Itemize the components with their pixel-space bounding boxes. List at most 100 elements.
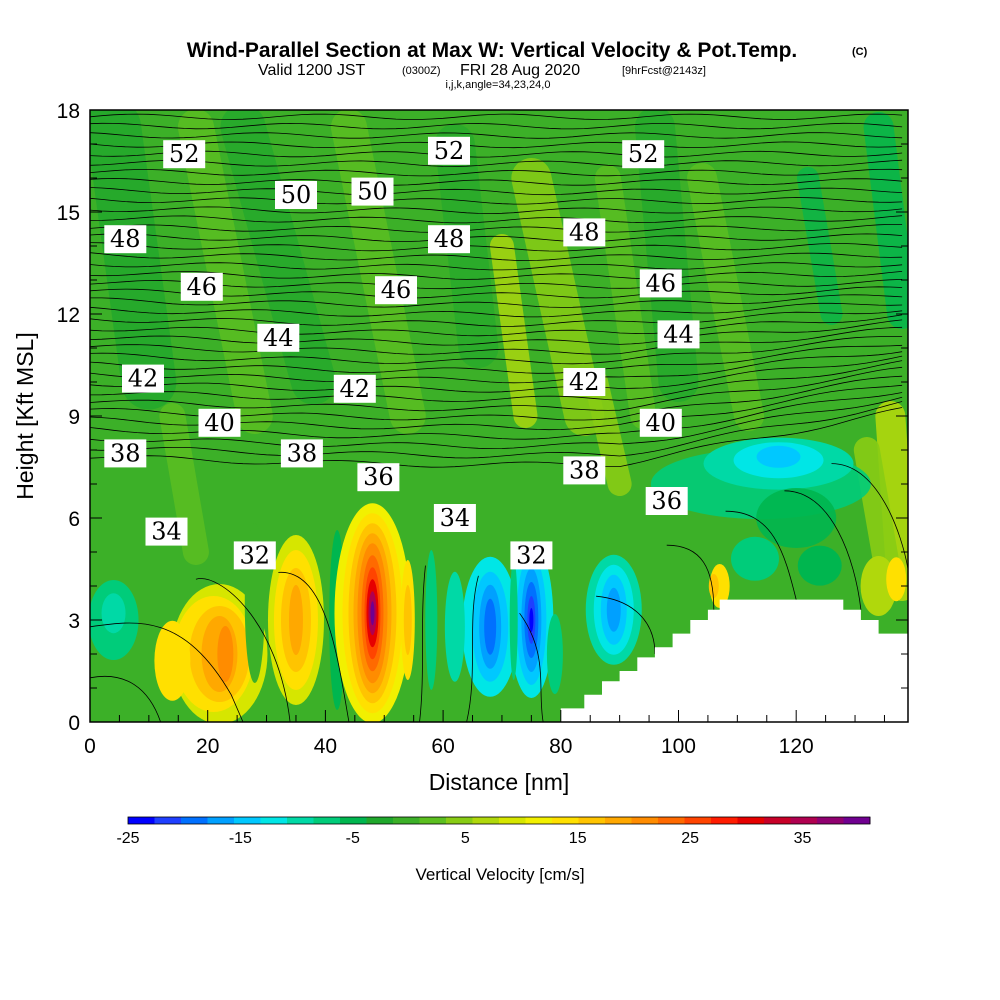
theta-contour-line — [90, 233, 903, 243]
velocity-streak — [875, 401, 908, 601]
contour-label-text: 48 — [110, 225, 141, 253]
contour-label-text: 36 — [651, 487, 682, 515]
contour-label: 42 — [333, 374, 376, 403]
contour-label-text: 50 — [281, 181, 312, 209]
contour-labels: 52 52 52 50 50 48 48 48 46 46 46 44 44 42 42 42 40 40 38 38… — [104, 136, 700, 570]
colorbar-tick-label: 25 — [681, 830, 699, 847]
contour-label-box — [257, 323, 300, 352]
x-tick-label: 120 — [779, 735, 814, 758]
contour-label-box — [433, 504, 476, 532]
contour-label-box — [357, 463, 400, 492]
colorbar-swatch — [790, 817, 818, 824]
contour-label: 52 — [163, 140, 206, 169]
x-tick-label: 0 — [84, 735, 96, 758]
colorbar-title: Vertical Velocity [cm/s] — [415, 865, 584, 884]
colorbar-tick-label: 35 — [794, 830, 812, 847]
theta-contour-line — [90, 132, 903, 139]
contour-label-text: 34 — [440, 504, 471, 532]
theta-contour-line — [90, 622, 244, 722]
theta-contour-line — [466, 575, 479, 722]
contour-label-box — [180, 272, 223, 301]
contour-label-text: 34 — [151, 518, 182, 546]
colorbar-swatch — [499, 817, 526, 824]
colorbar-swatch — [207, 817, 235, 824]
colorbar-swatch — [128, 817, 155, 824]
velocity-streak — [220, 110, 337, 405]
velocity-cell — [288, 585, 303, 655]
theta-contour-line — [90, 344, 903, 374]
y-axis-title: Height [Kft MSL] — [12, 332, 38, 499]
colorbar: -25 -15 -5 5 15 25 35 — [116, 816, 871, 847]
theta-contour-line — [90, 294, 903, 308]
velocity-streak — [489, 234, 538, 428]
colorbar-swatch — [234, 817, 261, 824]
contour-label-text: 46 — [187, 273, 218, 301]
theta-contour-line — [90, 122, 903, 130]
theta-contour-line — [90, 271, 903, 280]
colorbar-swatch — [684, 817, 712, 824]
contour-label-box — [104, 225, 147, 254]
contour-label-text: 46 — [381, 276, 412, 304]
velocity-cell — [730, 536, 779, 581]
colorbar-frame — [127, 816, 871, 825]
x-axis-title: Distance [nm] — [429, 769, 570, 795]
contour-label-box — [639, 269, 682, 298]
contour-label: 36 — [645, 487, 688, 515]
chart-header: Wind-Parallel Section at Max W: Vertical… — [187, 39, 868, 91]
theta-contour-line — [90, 310, 903, 327]
valid-time-utc: (0300Z) — [402, 65, 441, 77]
colorbar-tick-label: 5 — [461, 830, 470, 847]
contour-label-box — [622, 140, 665, 169]
y-tick-label: 6 — [68, 508, 80, 531]
contour-label-text: 52 — [169, 140, 200, 168]
contour-label-box — [145, 517, 188, 546]
velocity-streak — [90, 110, 177, 410]
theta-contour-line — [90, 159, 903, 167]
theta-contour-line — [90, 279, 903, 290]
colorbar-swatch — [446, 817, 473, 824]
velocity-cell — [708, 574, 719, 598]
contour-label-box — [563, 218, 606, 247]
colorbar-swatch — [764, 817, 791, 824]
velocity-cell — [756, 488, 837, 548]
velocity-cell — [403, 585, 412, 655]
theta-contour-line — [90, 326, 903, 355]
contour-label-text: 42 — [128, 365, 159, 393]
contour-label-text: 52 — [434, 137, 465, 165]
theta-contour-line — [90, 215, 903, 224]
velocity-streak — [863, 112, 908, 329]
x-tick-label: 100 — [661, 735, 696, 758]
contour-label: 46 — [375, 276, 417, 305]
theta-contour-line — [90, 302, 903, 318]
colorbar-tick-label: -5 — [346, 830, 360, 847]
contour-label: 48 — [104, 225, 147, 254]
theta-contour-line — [90, 262, 903, 271]
contour-label: 40 — [639, 408, 682, 437]
colorbar-swatch — [817, 817, 844, 824]
contour-label: 34 — [433, 504, 476, 532]
contour-label-text: 40 — [204, 409, 235, 437]
velocity-cell — [101, 593, 126, 634]
contour-label-box — [639, 408, 682, 437]
terrain-mask — [560, 599, 908, 722]
theta-contour-line — [90, 252, 903, 262]
contour-label-box — [233, 541, 276, 570]
theta-contour-line — [90, 286, 903, 299]
velocity-cell — [217, 626, 234, 682]
theta-contour-line — [278, 571, 350, 722]
theta-contour-line — [90, 319, 903, 346]
velocity-cell — [509, 560, 518, 680]
contour-label: 42 — [563, 368, 606, 396]
colorbar-tick-label: -15 — [229, 830, 252, 847]
colorbar-swatch — [393, 817, 420, 824]
colorbar-swatch — [260, 817, 288, 824]
theta-contour-line — [90, 206, 903, 215]
contour-label-text: 48 — [569, 218, 600, 246]
contour-label-box — [563, 456, 606, 485]
y-tick-label: 9 — [68, 406, 80, 429]
contour-label: 44 — [257, 323, 300, 352]
contour-label-text: 40 — [646, 409, 677, 437]
contour-label-text: 42 — [340, 375, 371, 403]
